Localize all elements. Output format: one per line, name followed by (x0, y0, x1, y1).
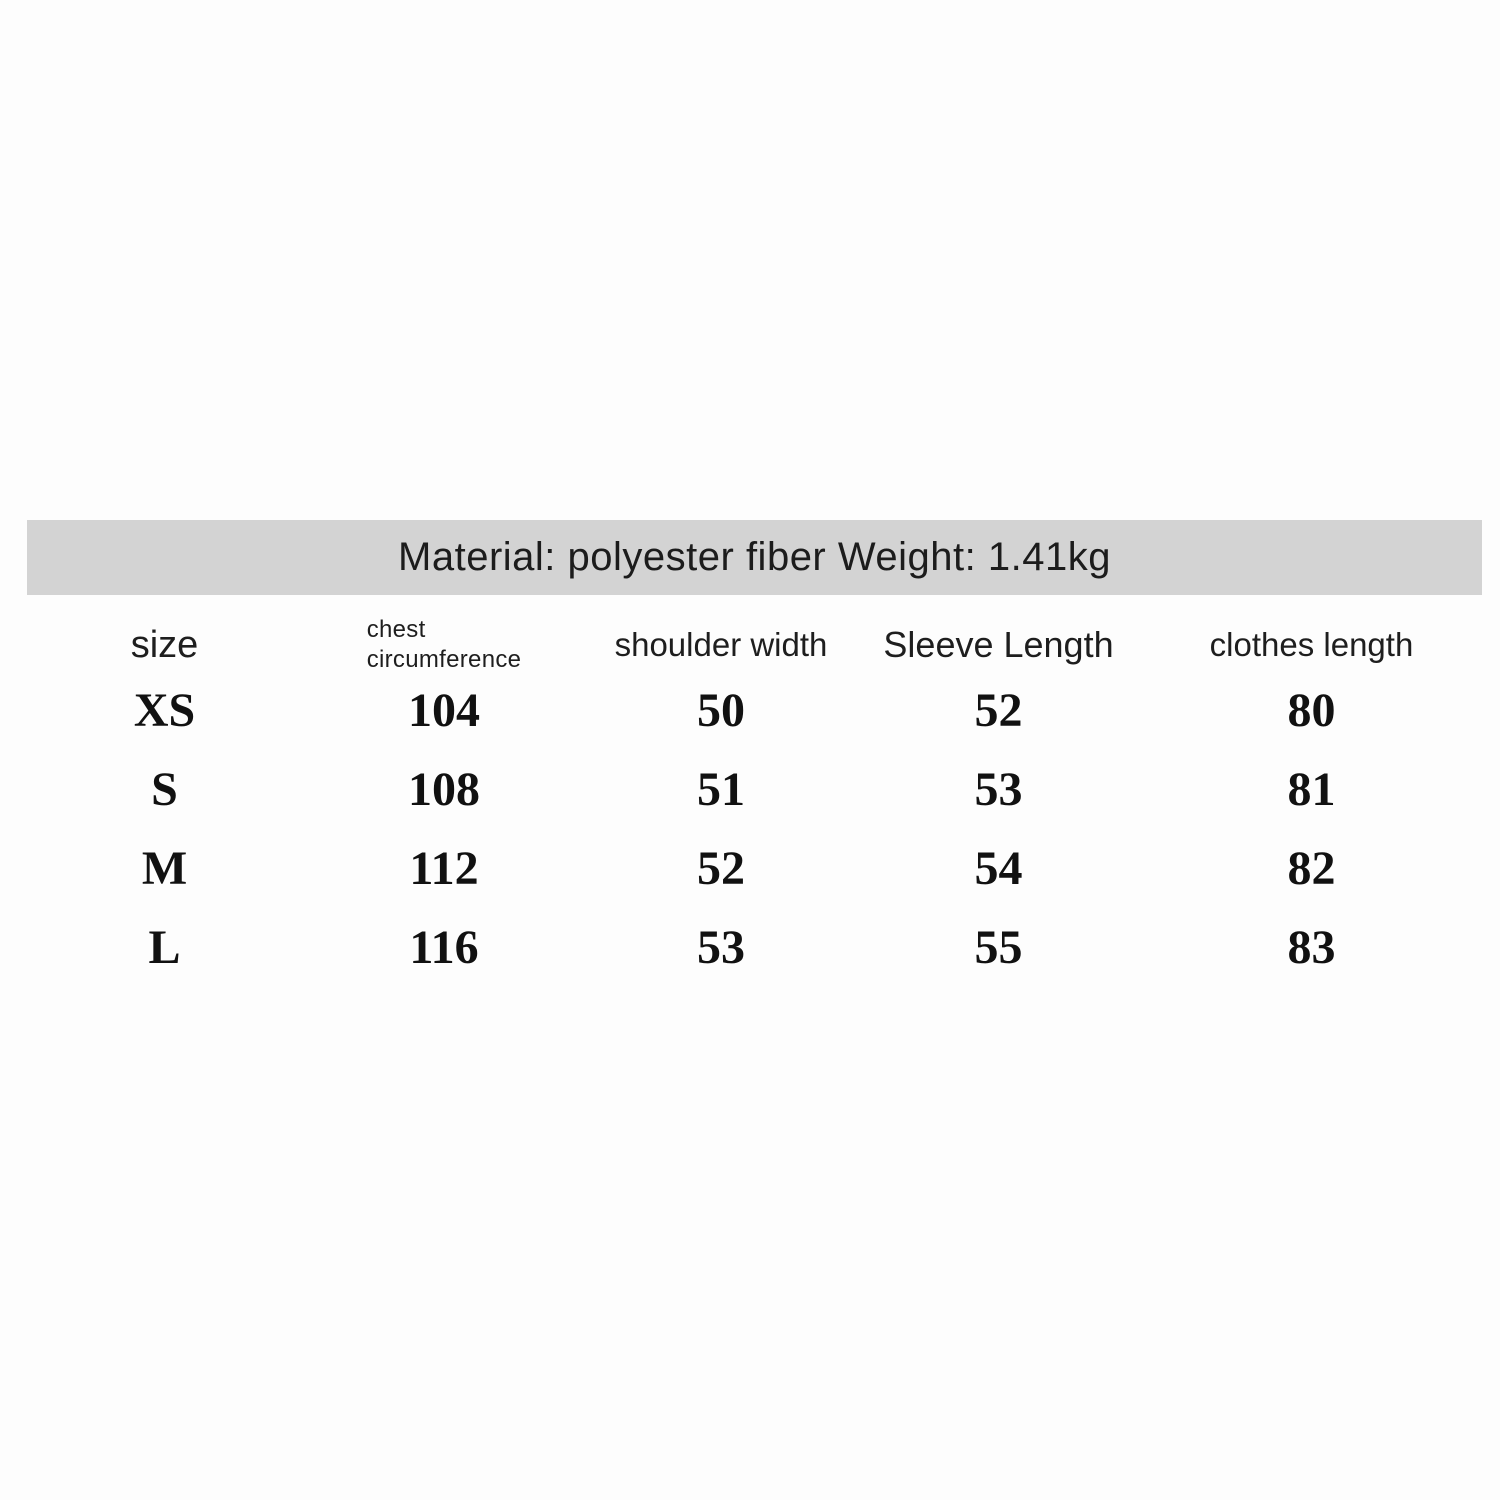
size-table-body: XS 104 50 52 80 S 108 51 53 81 M 112 52 … (27, 671, 1482, 987)
cell-shoulder-s: 51 (697, 763, 745, 816)
cell-size-xs: XS (133, 684, 196, 737)
cell-clothes-s: 81 (1287, 763, 1336, 816)
cell-clothes-m: 82 (1287, 842, 1336, 895)
cell-shoulder-m: 52 (697, 842, 745, 895)
cell-sleeve-l: 55 (974, 921, 1023, 974)
column-header-shoulder-width-label: shoulder width (614, 626, 828, 663)
cell-chest-m: 112 (409, 842, 479, 895)
column-header-shoulder-width: shoulder width (586, 600, 856, 690)
column-header-chest-circumference-label: chest circumference (366, 616, 522, 673)
material-weight-text: Material: polyester fiber Weight: 1.41kg (398, 535, 1111, 579)
cell-size-l: L (148, 921, 181, 974)
cell-clothes-l: 83 (1287, 921, 1336, 974)
material-weight-banner: Material: polyester fiber Weight: 1.41kg (27, 520, 1482, 595)
column-header-sleeve-length: Sleeve Length (856, 600, 1141, 690)
column-header-size: size (27, 600, 302, 690)
size-table-header-row: size chest circumference shoulder width … (27, 600, 1482, 690)
column-header-clothes-length: clothes length (1141, 600, 1482, 690)
cell-clothes-xs: 80 (1287, 684, 1336, 737)
cell-shoulder-l: 53 (697, 921, 745, 974)
cell-sleeve-m: 54 (974, 842, 1023, 895)
cell-chest-s: 108 (408, 763, 480, 816)
cell-chest-xs: 104 (408, 684, 480, 737)
column-header-chest-circumference: chest circumference (302, 600, 586, 690)
column-header-sleeve-length-label: Sleeve Length (883, 624, 1114, 665)
cell-size-m: M (141, 842, 188, 895)
cell-shoulder-xs: 50 (697, 684, 745, 737)
cell-size-s: S (151, 763, 178, 816)
cell-chest-l: 116 (409, 921, 479, 974)
cell-sleeve-s: 53 (974, 763, 1023, 816)
column-header-size-label: size (130, 623, 199, 666)
cell-sleeve-xs: 52 (974, 684, 1023, 737)
column-header-clothes-length-label: clothes length (1209, 626, 1414, 663)
